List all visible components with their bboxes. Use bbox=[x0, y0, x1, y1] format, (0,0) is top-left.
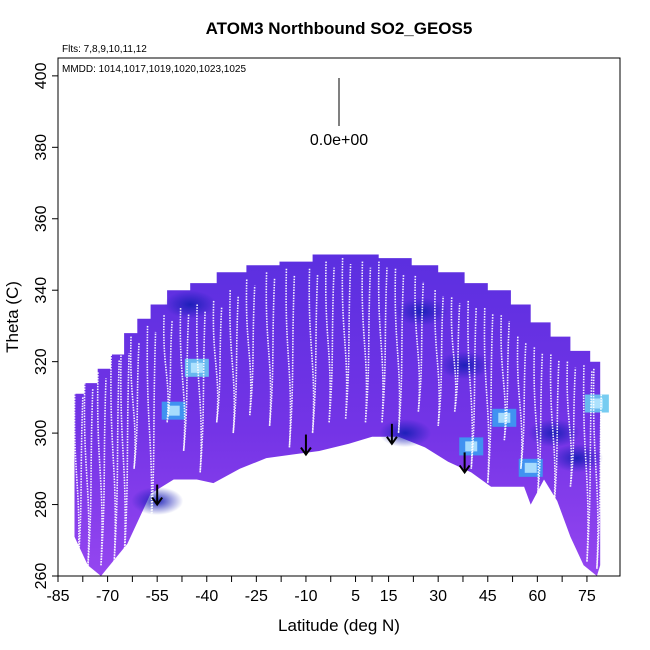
flight-profile-28 bbox=[533, 347, 544, 502]
flight-profile-12 bbox=[245, 279, 256, 416]
hot-spot-core-0 bbox=[167, 405, 180, 416]
flight-profile-30 bbox=[566, 361, 577, 487]
arrow-marker-0 bbox=[151, 484, 163, 507]
flight-profile-23 bbox=[450, 297, 461, 412]
x-tick-label-5: -10 bbox=[294, 588, 317, 605]
y-tick-label-7: 400 bbox=[33, 62, 50, 89]
flight-profile-0 bbox=[73, 390, 84, 569]
hot-spot-core-3 bbox=[465, 441, 478, 452]
flight-profile-15 bbox=[308, 268, 319, 434]
flight-profile-14 bbox=[285, 268, 296, 448]
flight-profile-32 bbox=[592, 368, 603, 569]
x-tick-label-10: 60 bbox=[528, 588, 546, 605]
arrow-marker-1 bbox=[300, 434, 312, 457]
plot-area bbox=[73, 254, 609, 576]
dark-zone-3 bbox=[527, 419, 580, 448]
arrow-layer bbox=[151, 423, 471, 507]
y-axis-label: Theta (C) bbox=[3, 281, 22, 353]
y-tick-label-1: 280 bbox=[33, 491, 50, 518]
hot-spot-core-2 bbox=[498, 412, 511, 423]
flight-profile-3 bbox=[110, 354, 120, 562]
hot-spot-core-5 bbox=[590, 398, 603, 409]
x-tick-label-8: 30 bbox=[429, 588, 447, 605]
x-tick-label-6: 5 bbox=[351, 588, 360, 605]
flight-profile-11 bbox=[229, 290, 240, 434]
flight-profile-17 bbox=[341, 258, 352, 419]
dark-zone-5 bbox=[379, 419, 432, 448]
dark-zone-4 bbox=[551, 444, 604, 473]
x-tick-label-1: -70 bbox=[96, 588, 119, 605]
flight-profile-20 bbox=[394, 268, 405, 434]
flight-profile-29 bbox=[549, 354, 560, 509]
flight-profile-2 bbox=[96, 372, 107, 566]
arrow-marker-3 bbox=[458, 452, 471, 475]
dark-zone-0 bbox=[164, 290, 217, 319]
flight-profile-7 bbox=[163, 315, 173, 423]
flight-profile-1 bbox=[83, 383, 94, 569]
flight-profile-5 bbox=[129, 336, 140, 469]
flight-profile-13 bbox=[265, 272, 276, 427]
y-tick-label-4: 340 bbox=[33, 277, 50, 304]
y-tick-label-3: 320 bbox=[33, 348, 50, 375]
flight-profile-31 bbox=[582, 365, 593, 562]
x-tick-label-3: -40 bbox=[195, 588, 218, 605]
flights-label: Flts: 7,8,9,10,11,12 bbox=[62, 44, 147, 55]
flight-profile-26 bbox=[500, 315, 511, 441]
flight-profile-21 bbox=[414, 275, 425, 412]
dark-zone-2 bbox=[438, 351, 491, 380]
y-tick-label-6: 380 bbox=[33, 134, 50, 161]
hot-spot-core-1 bbox=[190, 362, 203, 373]
plot-frame bbox=[57, 57, 621, 577]
flight-profile-4 bbox=[120, 347, 130, 562]
chart-title: ATOM3 Northbound SO2_GEOS5 bbox=[206, 19, 473, 38]
flight-profile-18 bbox=[361, 261, 372, 423]
y-tick-label-2: 300 bbox=[33, 420, 50, 447]
x-tick-label-11: 75 bbox=[578, 588, 596, 605]
flight-profile-22 bbox=[434, 290, 444, 427]
flight-profile-8 bbox=[179, 308, 190, 452]
profile-layer bbox=[73, 258, 603, 569]
flight-profile-25 bbox=[483, 308, 494, 484]
x-tick-label-0: -85 bbox=[46, 588, 69, 605]
flight-profile-10 bbox=[212, 300, 223, 423]
y-axis: 260 280 300 320 340 360 380 400 bbox=[33, 62, 58, 589]
y-tick-label-5: 360 bbox=[33, 205, 50, 232]
flight-profile-9 bbox=[196, 304, 206, 473]
y-tick-label-0: 260 bbox=[33, 563, 50, 590]
flight-profile-27 bbox=[516, 336, 527, 469]
flight-profile-24 bbox=[467, 300, 478, 469]
mmdd-label: MMDD: 1014,1017,1019,1020,1023,1025 bbox=[62, 64, 246, 75]
x-axis: -85 -70 -55 -40 -25 -10 5 15 30 45 60 75 bbox=[46, 576, 596, 605]
scale-label: 0.0e+00 bbox=[310, 132, 368, 149]
x-tick-label-4: -25 bbox=[245, 588, 268, 605]
flight-profile-16 bbox=[325, 261, 335, 423]
flight-profile-6 bbox=[146, 325, 157, 541]
x-axis-label: Latitude (deg N) bbox=[278, 616, 400, 635]
x-tick-label-9: 45 bbox=[479, 588, 497, 605]
hot-spot-core-4 bbox=[524, 462, 537, 473]
flight-profile-19 bbox=[377, 261, 388, 423]
x-tick-label-7: 15 bbox=[380, 588, 398, 605]
arrow-marker-2 bbox=[386, 423, 398, 446]
x-tick-label-2: -55 bbox=[146, 588, 169, 605]
